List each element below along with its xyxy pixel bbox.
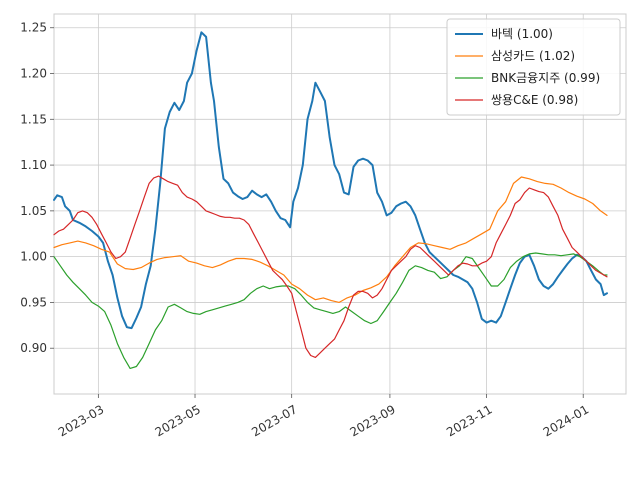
legend-label: 바텍 (1.00) xyxy=(491,27,553,41)
legend-label: BNK금융지주 (0.99) xyxy=(491,71,600,85)
legend-box xyxy=(446,18,621,116)
y-tick-label: 0.95 xyxy=(20,295,47,309)
legend-label: 삼성카드 (1.02) xyxy=(491,49,575,63)
series-lines xyxy=(53,31,608,369)
series-line-3 xyxy=(53,175,608,358)
y-tick-label: 0.90 xyxy=(20,341,47,355)
legend: 바텍 (1.00) 삼성카드 (1.02) BNK금융지주 (0.99) 쌍용C&E … xyxy=(446,18,621,116)
gridlines xyxy=(54,14,626,394)
series-line-1 xyxy=(53,176,608,303)
y-tick-label: 1.15 xyxy=(20,112,47,126)
legend-label: 쌍용C&E (0.98) xyxy=(491,93,578,107)
y-tick-label: 1.05 xyxy=(20,204,47,218)
plot-frame xyxy=(53,13,627,395)
y-tick-label: 1.20 xyxy=(20,67,47,81)
series-line-0 xyxy=(53,31,608,330)
y-tick-label: 1.10 xyxy=(20,158,47,172)
y-tick-label: 1.25 xyxy=(20,21,47,35)
series-line-2 xyxy=(53,252,608,369)
y-tick-label: 1.00 xyxy=(20,250,47,264)
